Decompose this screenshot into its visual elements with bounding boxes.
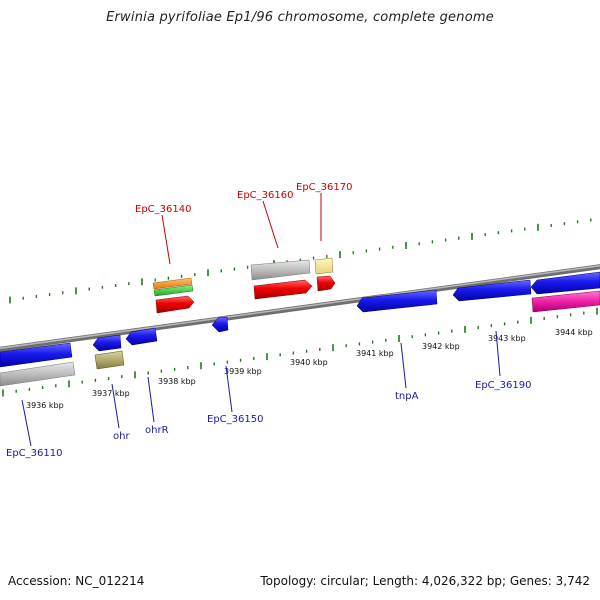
gene-label-epc-36140[interactable]: EpC_36140 (135, 204, 191, 215)
scale-label-3939: 3939 kbp (224, 367, 262, 376)
gene-red-small[interactable] (316, 275, 336, 292)
scale-label-3943: 3943 kbp (488, 334, 526, 343)
scale-label-3937: 3937 kbp (92, 389, 130, 398)
leader-epc-36110 (21, 399, 32, 447)
genome-summary-text: Topology: circular; Length: 4,026,322 bp… (260, 574, 590, 588)
gene-label-epc-36190[interactable]: EpC_36190 (475, 380, 531, 391)
gene-epc-36180-tnpA-region[interactable] (356, 289, 438, 313)
leader-epc-36160 (262, 200, 279, 249)
gene-label-epc-36150[interactable]: EpC_36150 (207, 414, 263, 425)
genes-top-strand (152, 257, 600, 314)
label-leaders (21, 193, 501, 447)
leader-tnpA (400, 342, 407, 389)
leader-epc-36150 (225, 365, 233, 413)
gene-epc-36160[interactable] (253, 279, 313, 300)
gene-label-ohr[interactable]: ohr (113, 431, 130, 442)
scale-label-3941: 3941 kbp (356, 349, 394, 358)
scale-label-3940: 3940 kbp (290, 358, 328, 367)
leader-ohrR (147, 376, 155, 423)
gene-ohr-blue[interactable] (92, 334, 122, 352)
gene-pink[interactable] (531, 290, 600, 313)
gene-labels-bottom: EpC_36110 ohr ohrR EpC_36150 tnpA EpC_36… (6, 380, 531, 459)
gene-epc-36110-gray[interactable] (0, 361, 76, 387)
leader-epc-36140 (161, 214, 171, 265)
gene-labels-top: EpC_36140 EpC_36160 EpC_36170 (135, 182, 352, 215)
scale-label-3944: 3944 kbp (555, 328, 593, 337)
gene-blue-right[interactable] (530, 271, 600, 295)
leader-ohr (111, 383, 120, 429)
map-title: Erwinia pyrifoliae Ep1/96 chromosome, co… (106, 10, 494, 25)
gene-epc-36110-blue[interactable] (0, 342, 73, 368)
gene-label-epc-36170[interactable]: EpC_36170 (296, 182, 352, 193)
scale-label-3942: 3942 kbp (422, 342, 460, 351)
scale-label-3936: 3936 kbp (26, 401, 64, 410)
gene-orange[interactable] (152, 277, 193, 290)
accession-text: Accession: NC_012214 (8, 574, 145, 588)
genome-backbone-highlight (0, 264, 600, 350)
gene-label-epc-36110[interactable]: EpC_36110 (6, 448, 62, 459)
gene-label-ohrR[interactable]: ohrR (145, 425, 169, 436)
scale-label-3938: 3938 kbp (158, 377, 196, 386)
gene-epc-36140[interactable] (155, 295, 195, 314)
gene-label-epc-36160[interactable]: EpC_36160 (237, 190, 293, 201)
genes-bottom-strand (0, 316, 229, 387)
gene-epc-36150[interactable] (211, 316, 229, 333)
leader-epc-36190 (495, 330, 501, 377)
genome-backbone (0, 264, 600, 352)
gene-ohrR[interactable] (125, 327, 158, 346)
gene-green[interactable] (153, 284, 194, 297)
gene-ohr[interactable] (94, 350, 125, 370)
gene-epc-36160-gray[interactable] (250, 259, 311, 281)
gene-label-tnpA[interactable]: tnpA (395, 391, 419, 402)
lower-tick-track (2, 307, 598, 397)
gene-epc-36170[interactable] (314, 257, 334, 275)
scale-labels: 3936 kbp 3937 kbp 3938 kbp 3939 kbp 3940… (26, 328, 593, 410)
gene-epc-36190[interactable] (452, 279, 532, 302)
